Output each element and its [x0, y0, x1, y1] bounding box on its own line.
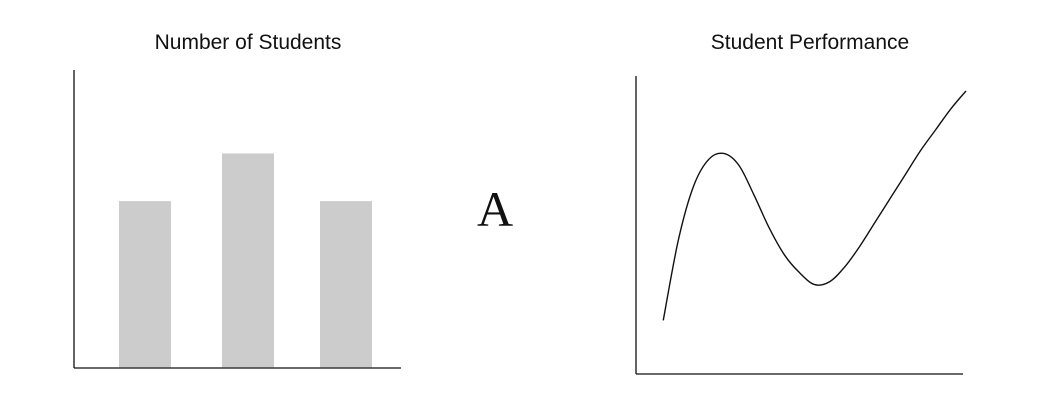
bar-2: [222, 153, 274, 368]
bar-chart-title: Number of Students: [154, 31, 342, 54]
bar-3: [320, 201, 372, 368]
line-chart-title: Student Performance: [710, 31, 910, 54]
line-chart-series-line: [662, 90, 967, 321]
bar-1: [119, 201, 171, 368]
bar-chart-marks: [119, 153, 372, 368]
panel-letter: A: [476, 181, 514, 237]
